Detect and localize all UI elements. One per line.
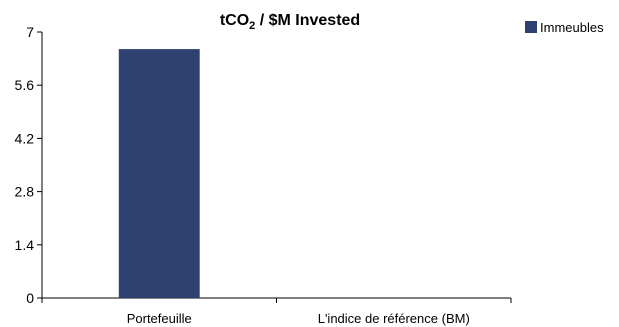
bar-portefeuille xyxy=(118,49,200,298)
y-tick-label: 7 xyxy=(26,24,34,40)
x-axis-ticks xyxy=(41,298,512,303)
legend: Immeubles xyxy=(525,20,604,35)
y-tick-label: 1.4 xyxy=(15,237,35,253)
y-tick-label: 5.6 xyxy=(15,77,35,93)
legend-swatch-immeubles xyxy=(525,21,537,33)
x-category-label: L'indice de référence (BM) xyxy=(318,311,470,326)
chart-title: tCO2 / $M Invested xyxy=(220,12,360,32)
y-axis-ticks: 0 1.4 2.8 4.2 5.6 7 xyxy=(15,24,42,306)
bars xyxy=(118,49,200,298)
y-tick-label: 4.2 xyxy=(15,130,35,146)
x-axis-labels: Portefeuille L'indice de référence (BM) xyxy=(127,311,470,326)
legend-label-immeubles: Immeubles xyxy=(540,20,604,35)
y-tick-label: 0 xyxy=(26,290,34,306)
x-category-label: Portefeuille xyxy=(127,311,192,326)
y-tick-label: 2.8 xyxy=(15,184,35,200)
